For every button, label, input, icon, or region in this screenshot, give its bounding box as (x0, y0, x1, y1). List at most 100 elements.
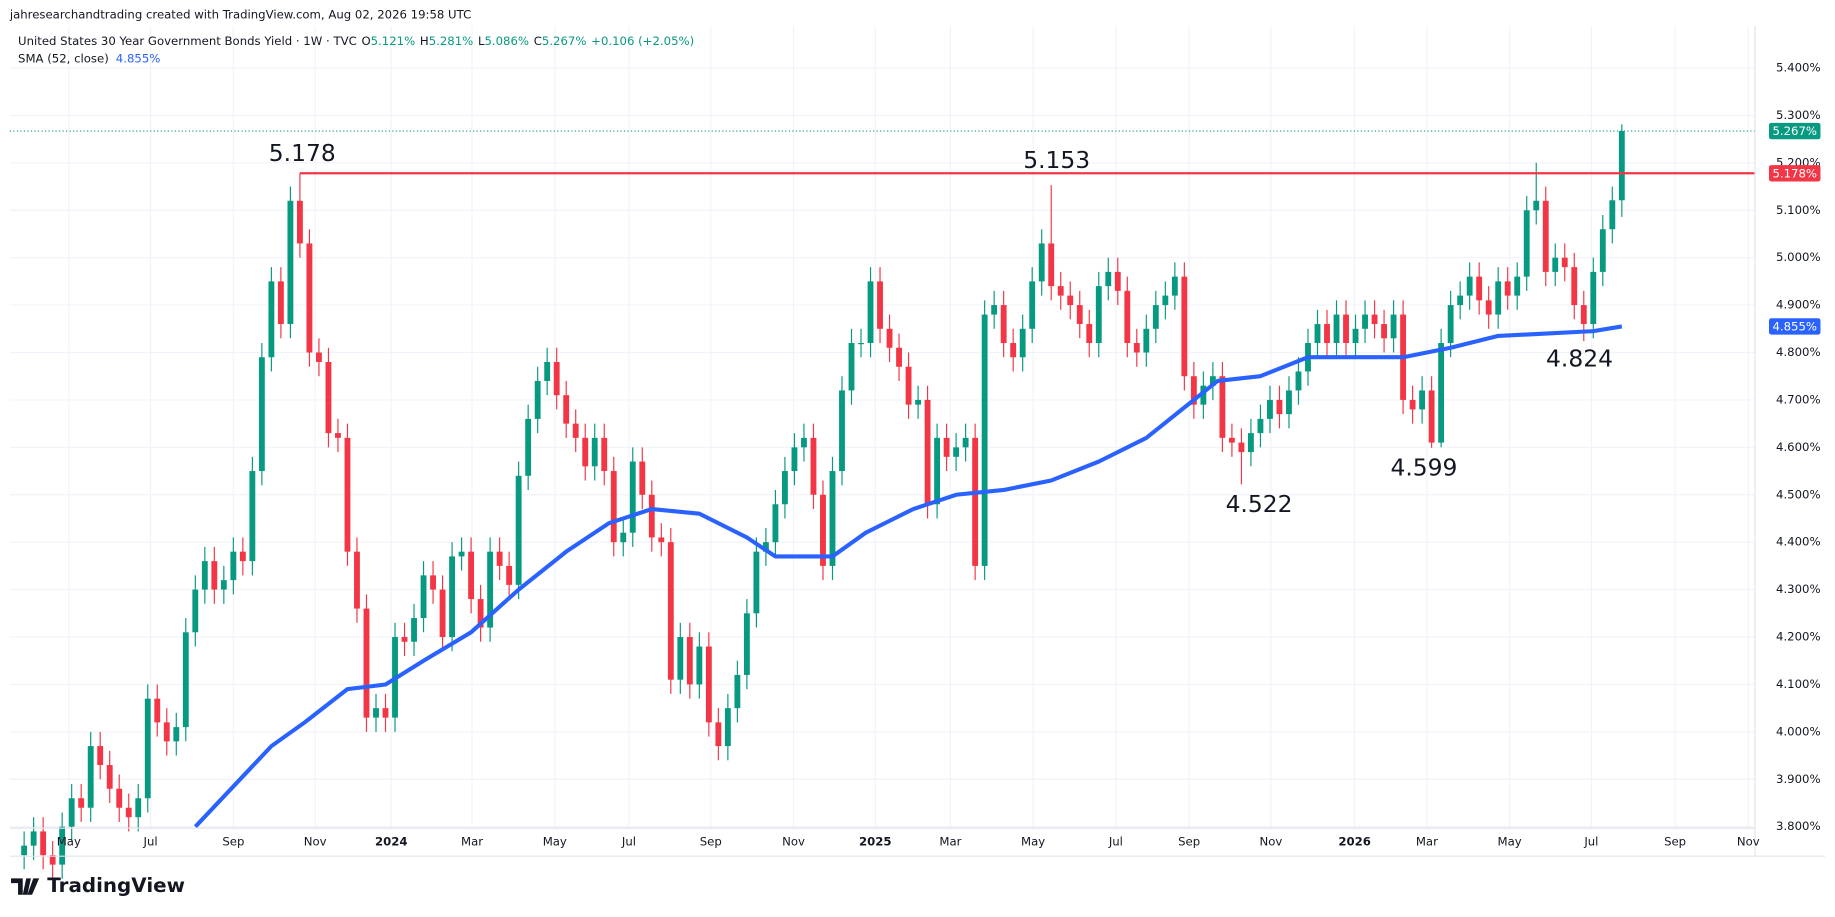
candle-body (1419, 390, 1426, 410)
candle-body (972, 437, 979, 566)
candle-body (953, 447, 960, 457)
candle-body (801, 437, 807, 448)
candle-body (21, 845, 28, 856)
legend-row: United States 30 Year Government Bonds Y… (18, 33, 694, 47)
candle-body (934, 437, 941, 505)
candle-body (163, 722, 170, 742)
logo-icon (11, 878, 40, 895)
candle-body (1152, 305, 1159, 329)
x-tick-label: Nov (1737, 835, 1760, 849)
candle-body (1019, 328, 1026, 358)
x-tick-label: 2026 (1338, 835, 1371, 849)
price-label-box (1769, 165, 1821, 182)
x-tick-label: Jul (1583, 835, 1598, 849)
y-tick-label: 4.300% (1776, 582, 1821, 596)
candle-body (277, 281, 284, 325)
candle-body (1352, 328, 1359, 344)
candle-body (858, 343, 864, 345)
candle-body (487, 551, 494, 628)
candle-body (1523, 210, 1530, 277)
candle-body (239, 551, 246, 562)
y-tick-label: 4.400% (1776, 535, 1821, 549)
candle-body (1133, 343, 1140, 353)
candle-body (1238, 442, 1245, 453)
x-tick-label: 2025 (859, 835, 892, 849)
candle-body (335, 433, 341, 438)
candle-body (1248, 433, 1254, 453)
candle-body (1571, 267, 1578, 306)
y-tick-label: 3.900% (1776, 772, 1821, 786)
legend-row: SMA (52, close) 4.855% (18, 51, 160, 65)
price-label: 5.178% (1772, 166, 1817, 180)
y-tick-label: 5.000% (1776, 250, 1821, 264)
candle-body (1257, 418, 1264, 434)
legend-c: 5.267% (542, 33, 587, 47)
candle-body (1362, 314, 1368, 329)
candle-body (1476, 276, 1483, 301)
x-tick-label: Jul (143, 835, 158, 849)
x-tick-label: Sep (222, 835, 244, 849)
price-label: 4.855% (1772, 320, 1817, 334)
sma-line (193, 324, 1623, 829)
x-tick-label: Mar (1416, 835, 1438, 849)
candle-body (1590, 271, 1597, 325)
candle-body (30, 831, 37, 846)
candle-body (810, 437, 817, 495)
x-tick-label: Sep (1664, 835, 1686, 849)
x-tick-label: Jul (1108, 835, 1123, 849)
candle-body (820, 494, 826, 566)
candle-body (1086, 324, 1093, 344)
candle-body (1324, 324, 1330, 344)
candle-body (1029, 281, 1036, 329)
candle-body (572, 423, 579, 438)
legend-change: +0.106 (+2.05%) (591, 33, 694, 47)
x-tick-label: 2024 (375, 835, 408, 849)
candle-body (705, 646, 712, 723)
price-label-box (1769, 122, 1821, 140)
candle-body (468, 551, 475, 600)
candle-body (943, 437, 950, 457)
candle-body (924, 399, 931, 505)
candle-body (97, 746, 104, 766)
candle-body (1457, 295, 1464, 306)
candle-body (1295, 371, 1302, 391)
candle-body (1447, 305, 1454, 344)
brand-logo: TradingView (11, 874, 185, 897)
y-tick-label: 4.000% (1776, 724, 1821, 738)
candle-body (477, 599, 484, 628)
candle-body (258, 357, 265, 472)
x-tick-label: May (1498, 835, 1522, 849)
candle-body (106, 765, 113, 789)
candle-body (601, 437, 608, 472)
sma-label: SMA (52, close) (18, 51, 109, 65)
candle-body (629, 461, 636, 533)
candle-body (1067, 295, 1074, 306)
brand-name: TradingView (47, 874, 185, 897)
candle-body (829, 471, 836, 566)
candle-body (1504, 281, 1511, 296)
candle-body (316, 352, 322, 362)
candle-body (877, 281, 883, 329)
candle-body (896, 347, 902, 367)
candle-body (1618, 131, 1625, 201)
plot (9, 124, 1755, 879)
annotation: 4.522 (1226, 490, 1293, 518)
y-tick-label: 4.700% (1776, 392, 1821, 406)
candle-body (182, 632, 189, 728)
x-tick-label: Nov (782, 835, 805, 849)
candle-body (430, 575, 436, 590)
y-tick-label: 4.600% (1776, 440, 1821, 454)
candle-body (506, 565, 513, 585)
candle-body (382, 708, 389, 718)
annotation: 5.178 (269, 139, 336, 167)
candle-body (591, 437, 598, 467)
candle-body (905, 366, 912, 405)
candle-body (1267, 399, 1273, 419)
candle-body (658, 537, 665, 543)
y-tick-label: 4.100% (1776, 677, 1821, 691)
candle-body (135, 798, 142, 818)
candle-body (1533, 200, 1540, 211)
candle-body (211, 561, 218, 590)
candle-body (534, 380, 541, 419)
candle-body (582, 437, 589, 467)
